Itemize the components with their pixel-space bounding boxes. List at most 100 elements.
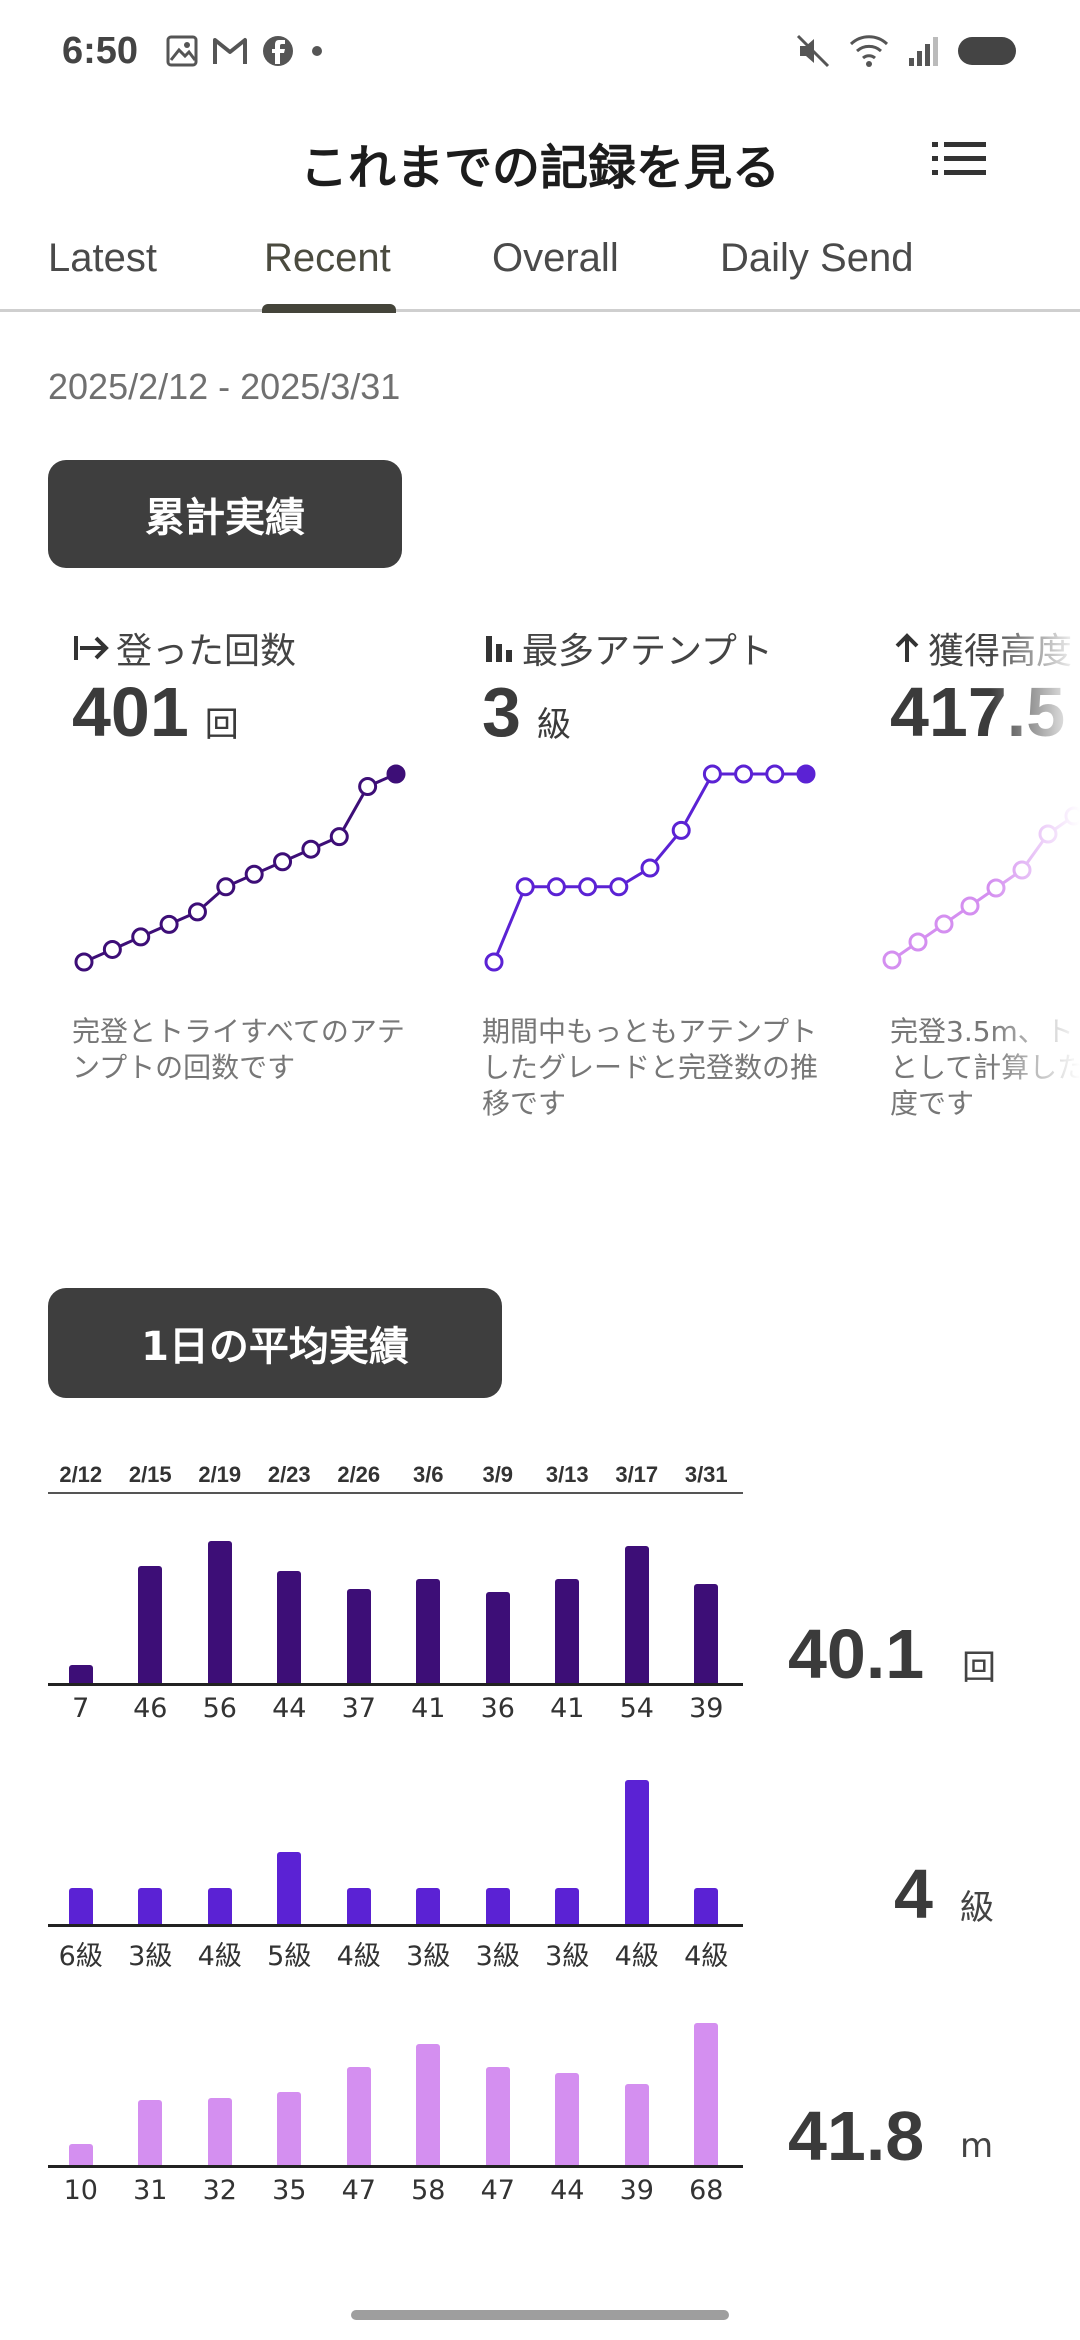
attempts-label: 41 — [411, 1693, 446, 1724]
grades-label: 4級 — [614, 1941, 659, 1972]
home-indicator[interactable] — [351, 2310, 729, 2320]
card-most-attempted-title: 最多アテンプト — [482, 622, 773, 674]
card-attempts-title-text: 登った回数 — [116, 631, 297, 672]
grades-label: 5級 — [267, 1941, 312, 1972]
height-label: 10 — [63, 2175, 98, 2206]
attempts-label: 56 — [202, 1693, 237, 1724]
attempts-label: 54 — [619, 1693, 654, 1724]
height-sparkline-point — [908, 932, 928, 952]
most-attempted-sparkline-point — [515, 877, 535, 897]
most-attempted-sparkline-point — [484, 952, 504, 972]
date-label: 2/15 — [128, 1462, 172, 1487]
daily-average-section-label: 1日の平均実績 — [48, 1288, 502, 1398]
height-label: 47 — [341, 2175, 376, 2206]
grades-axis — [48, 1924, 743, 1927]
mute-icon — [796, 34, 830, 68]
battery-icon — [958, 37, 1016, 65]
height-bar — [624, 2083, 649, 2165]
height-bar — [68, 2144, 93, 2165]
date-label: 2/12 — [59, 1462, 103, 1487]
tab-recent[interactable]: Recent — [264, 236, 391, 280]
dot-icon — [312, 46, 322, 56]
attempts-sparkline-point — [216, 877, 236, 897]
most-attempted-sparkline-point — [765, 764, 785, 784]
grades-label: 3級 — [475, 1941, 520, 1972]
height-bar — [555, 2073, 580, 2165]
attempts-sparkline-point — [358, 777, 378, 797]
height-sparkline-point — [882, 950, 902, 970]
height-bar — [346, 2066, 371, 2165]
date-label: 2/23 — [267, 1462, 311, 1487]
height-bar-chart: 10 31 32 35 47 58 47 44 39 68 — [48, 2000, 743, 2230]
attempts-sparkline-line — [83, 772, 397, 964]
grades-bar — [485, 1888, 510, 1924]
arrow-into-bar-icon — [74, 636, 109, 660]
grades-bar — [624, 1780, 649, 1924]
notification-icons — [165, 34, 327, 68]
card-most-attempted-description: 期間中もっともアテンプトしたグレードと完登数の推移です — [482, 1015, 819, 1120]
most-attempted-sparkline-point — [796, 764, 816, 784]
attempts-sparkline-point — [74, 952, 94, 972]
most-attempted-sparkline-point — [671, 820, 691, 840]
attempts-label: 41 — [550, 1693, 585, 1724]
most-attempted-sparkline-point — [609, 877, 629, 897]
attempts-axis — [48, 1683, 743, 1686]
height-label: 44 — [550, 2175, 585, 2206]
grades-label: 3級 — [128, 1941, 173, 1972]
grades-label: 3級 — [545, 1941, 590, 1972]
date-divider — [48, 1492, 743, 1494]
height-label: 39 — [619, 2175, 654, 2206]
date-label: 3/6 — [412, 1462, 444, 1487]
card-most-attempted-unit: 級 — [536, 705, 571, 745]
attempts-bar — [694, 1584, 719, 1683]
height-bar — [207, 2098, 232, 2165]
grades-bar — [694, 1888, 719, 1924]
gmail-icon — [213, 38, 247, 64]
most-attempted-sparkline-point — [546, 877, 566, 897]
tab-latest[interactable]: Latest — [48, 236, 157, 280]
signal-icon — [909, 37, 938, 66]
attempts-bar — [624, 1546, 649, 1683]
gallery-icon — [166, 35, 198, 67]
tab-daily-send[interactable]: Daily Send — [720, 236, 914, 280]
grades-bar — [68, 1888, 93, 1924]
wifi-icon — [849, 35, 889, 67]
height-bar — [138, 2100, 163, 2165]
carousel-fade — [990, 600, 1080, 1160]
grades-bar — [207, 1888, 232, 1924]
attempts-label: 37 — [341, 1693, 376, 1724]
attempts-bar — [416, 1579, 441, 1683]
card-attempts-value: 401 回 — [72, 672, 239, 752]
attempts-bar — [277, 1571, 302, 1683]
tab-overall[interactable]: Overall — [492, 236, 619, 280]
card-most-attempted-title-text: 最多アテンプト — [522, 631, 773, 672]
list-icon — [932, 142, 986, 175]
attempts-bar — [68, 1665, 93, 1683]
height-bar — [277, 2091, 302, 2165]
cumulative-section-label: 累計実績 — [48, 460, 402, 568]
attempts-sparkline-point — [273, 852, 293, 872]
height-label: 68 — [689, 2175, 724, 2206]
list-menu-button[interactable] — [930, 138, 990, 180]
active-tab-indicator — [262, 304, 396, 313]
attempts-label: 7 — [72, 1693, 90, 1724]
date-label: 3/9 — [482, 1462, 514, 1487]
height-sparkline-point — [934, 914, 954, 934]
height-label: 47 — [480, 2175, 515, 2206]
attempts-label: 46 — [133, 1693, 168, 1724]
date-label: 3/17 — [615, 1462, 659, 1487]
height-sparkline-point — [960, 896, 980, 916]
attempts-sparkline-point — [244, 864, 264, 884]
page-title: これまでの記録を見る — [299, 140, 780, 196]
status-bar: 6:50 — [0, 0, 1080, 105]
facebook-icon — [263, 36, 293, 66]
height-bar — [416, 2043, 441, 2165]
grades-bar — [277, 1852, 302, 1924]
grades-label: 4級 — [684, 1941, 729, 1972]
grades-bar — [555, 1888, 580, 1924]
height-label: 32 — [202, 2175, 237, 2206]
attempts-average-value: 40.1 — [788, 1615, 925, 1693]
grades-label: 6級 — [58, 1941, 103, 1972]
attempts-sparkline-point — [187, 902, 207, 922]
attempts-bar — [346, 1589, 371, 1683]
